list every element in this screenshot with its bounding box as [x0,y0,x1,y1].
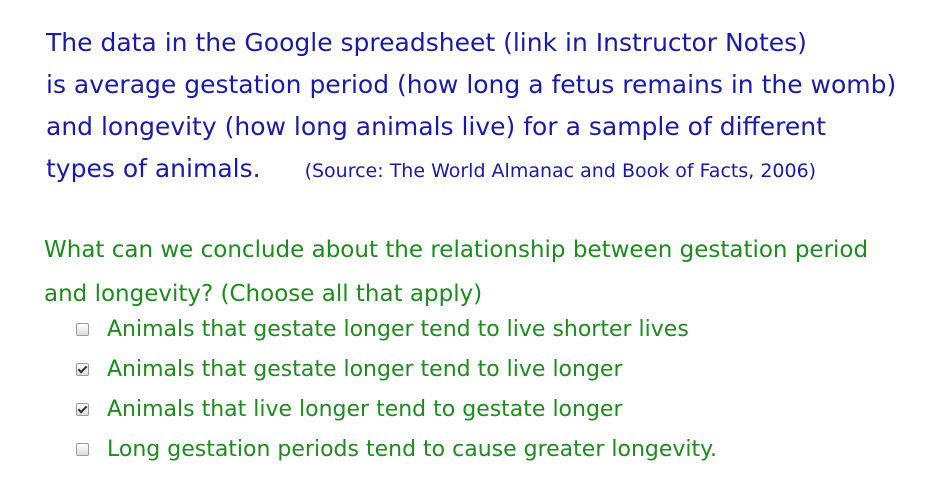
question-prompt: What can we conclude about the relations… [44,228,924,316]
option-3-label[interactable]: Animals that live longer tend to gestate… [107,396,623,422]
intro-text: The data in the Google spreadsheet (link… [46,22,916,192]
option-2[interactable]: Animals that gestate longer tend to live… [76,350,896,388]
option-3-checkbox[interactable] [76,402,89,416]
option-4[interactable]: Long gestation periods tend to cause gre… [76,430,896,468]
question-line-2: and longevity? (Choose all that apply) [44,281,483,307]
intro-line-3: and longevity (how long animals live) fo… [46,112,826,141]
option-2-label[interactable]: Animals that gestate longer tend to live… [107,356,623,382]
intro-line-4-text: types of animals. [46,154,261,183]
option-2-checkbox[interactable] [76,362,89,376]
source-citation: (Source: The World Almanac and Book of F… [304,160,817,182]
answer-options: Animals that gestate longer tend to live… [76,310,896,470]
option-1[interactable]: Animals that gestate longer tend to live… [76,310,896,348]
intro-line-4: types of animals. (Source: The World Alma… [46,148,916,192]
option-1-checkbox[interactable] [76,322,89,336]
option-4-label[interactable]: Long gestation periods tend to cause gre… [107,436,718,462]
intro-line-2: is average gestation period (how long a … [46,70,897,99]
intro-line-1: The data in the Google spreadsheet (link… [46,28,807,57]
question-line-1: What can we conclude about the relations… [44,237,869,263]
option-3[interactable]: Animals that live longer tend to gestate… [76,390,896,428]
option-1-label[interactable]: Animals that gestate longer tend to live… [107,316,689,342]
option-4-checkbox[interactable] [76,442,89,456]
